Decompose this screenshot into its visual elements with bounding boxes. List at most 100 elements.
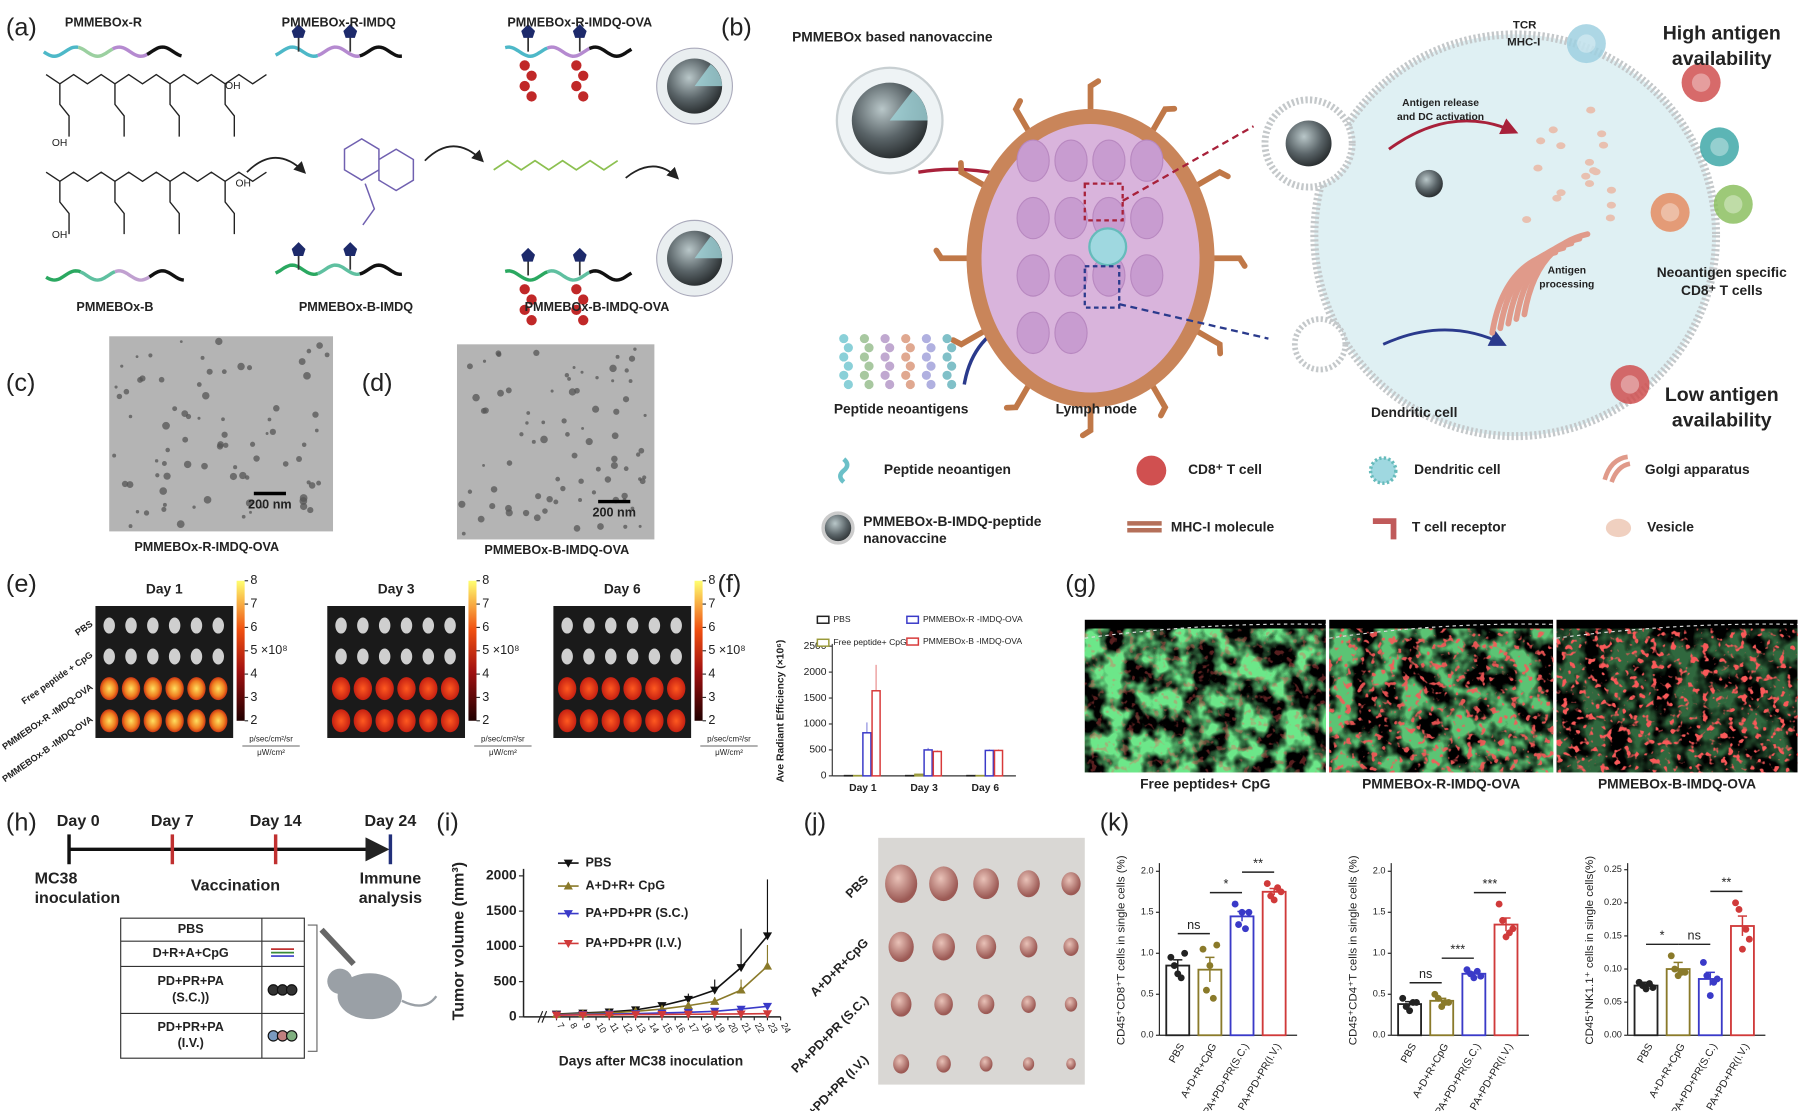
nanoparticle-cut <box>694 64 723 87</box>
icon-tcell <box>1136 455 1167 486</box>
label: Low antigen <box>1665 384 1779 406</box>
tem-particle <box>622 396 630 403</box>
peptide-bead <box>864 379 874 390</box>
y-axis-label: CD45⁺CD4⁺T cells in single cells (%) <box>1347 855 1359 1045</box>
peptide-bead <box>926 379 936 390</box>
organ <box>165 709 184 733</box>
y-axis-label: Ave Radiant Efficiency (×10⁶) <box>775 640 786 783</box>
tem-particle <box>299 494 308 502</box>
x-tick-label: Day 1 <box>849 783 877 794</box>
chem-side <box>114 83 125 137</box>
x-tick-label: 7 <box>555 1021 566 1030</box>
lymph-lobule <box>1016 254 1050 297</box>
data-point <box>1495 900 1503 908</box>
legend-marker <box>563 859 573 868</box>
organ <box>583 648 595 665</box>
organ <box>168 648 181 665</box>
icon-np <box>285 984 298 996</box>
y-tick-label: 0.10 <box>1604 963 1622 973</box>
group-label: (S.C.)) <box>172 990 209 1004</box>
ova <box>519 284 530 295</box>
y-tick-label: 500 <box>494 973 517 988</box>
organ <box>143 677 163 701</box>
y-tick-label: 0.15 <box>1604 930 1622 940</box>
tem-particle <box>574 387 580 394</box>
legend-label: PBS <box>586 855 612 869</box>
panel-label: (b) <box>721 13 752 41</box>
chem-backbone <box>45 73 267 85</box>
data-point <box>1277 888 1285 896</box>
tem-particle <box>604 476 612 483</box>
t-cell <box>1610 364 1650 404</box>
tem-particle <box>161 461 167 466</box>
marker <box>762 961 773 970</box>
y-tick-label: 1.5 <box>1141 907 1154 917</box>
colorbar-tick-label: 3 <box>708 690 715 704</box>
x-axis-label: Days after MC38 inoculation <box>559 1053 743 1068</box>
organ <box>125 617 137 634</box>
marker <box>762 932 773 941</box>
tem-particle <box>621 492 628 500</box>
organ <box>623 677 642 701</box>
label: High antigen <box>1663 23 1781 45</box>
lymph-vessel <box>950 324 994 348</box>
tem-particle <box>253 455 260 462</box>
tem-particle <box>555 476 561 482</box>
bar <box>984 749 995 777</box>
structure-name: PMMEBOx-R <box>65 15 142 29</box>
tissue-edge <box>1329 623 1554 639</box>
marker <box>683 995 693 1004</box>
data-point <box>1167 953 1175 961</box>
tem-particle <box>533 514 541 522</box>
tem-particle <box>642 475 647 480</box>
imdq-structure <box>343 138 415 226</box>
polymer-chain <box>79 270 116 282</box>
tem-particle <box>159 487 168 495</box>
tem-particle <box>246 365 253 371</box>
panel-label: (h) <box>6 809 37 837</box>
icon-mhc <box>1127 521 1162 533</box>
peptide-bead <box>905 343 915 353</box>
colorbar-tick-label: 4 <box>708 666 715 680</box>
nanoparticle-core <box>667 230 723 286</box>
legend-label: PA+PD+PR (S.C.) <box>586 906 689 920</box>
ova <box>519 80 530 92</box>
organ <box>670 617 682 634</box>
red-arrow <box>1388 118 1519 151</box>
tem-particle <box>564 373 570 378</box>
tem-particle <box>301 442 307 448</box>
organ <box>440 709 460 733</box>
tem-particle <box>135 355 139 359</box>
tem-particle <box>259 505 263 509</box>
marker <box>683 1010 693 1019</box>
organ <box>353 677 373 701</box>
significance-label: ** <box>1253 856 1263 870</box>
vesicle <box>1584 180 1595 188</box>
tumor <box>929 866 959 902</box>
data-point <box>1470 974 1478 982</box>
data-point <box>1434 994 1442 1002</box>
lymph-vessel <box>958 160 994 193</box>
organ <box>357 648 369 665</box>
label: Neoantigen specific <box>1657 265 1787 280</box>
tem-particle <box>615 354 620 359</box>
peptide-bead <box>947 343 957 353</box>
chem-label: OH <box>52 230 67 241</box>
marker <box>578 1011 588 1020</box>
significance-label: *** <box>1483 877 1498 891</box>
marker <box>683 1001 693 1010</box>
data-point <box>1499 917 1506 924</box>
tem-particle <box>639 478 646 485</box>
data-point <box>1199 945 1207 953</box>
event-label: MC38 <box>35 869 78 887</box>
y-tick-label: 0.5 <box>1373 989 1386 999</box>
t-cell <box>1713 184 1753 224</box>
polymer-chain <box>274 45 319 58</box>
tumor <box>977 994 995 1015</box>
data-point <box>1509 925 1517 933</box>
peptide-bead <box>947 379 957 390</box>
polymer-chain <box>77 45 114 58</box>
x-tick-label: 24 <box>779 1021 793 1035</box>
significance-label: ns <box>1688 929 1701 943</box>
colorbar-tick-label: 2 <box>708 713 715 727</box>
